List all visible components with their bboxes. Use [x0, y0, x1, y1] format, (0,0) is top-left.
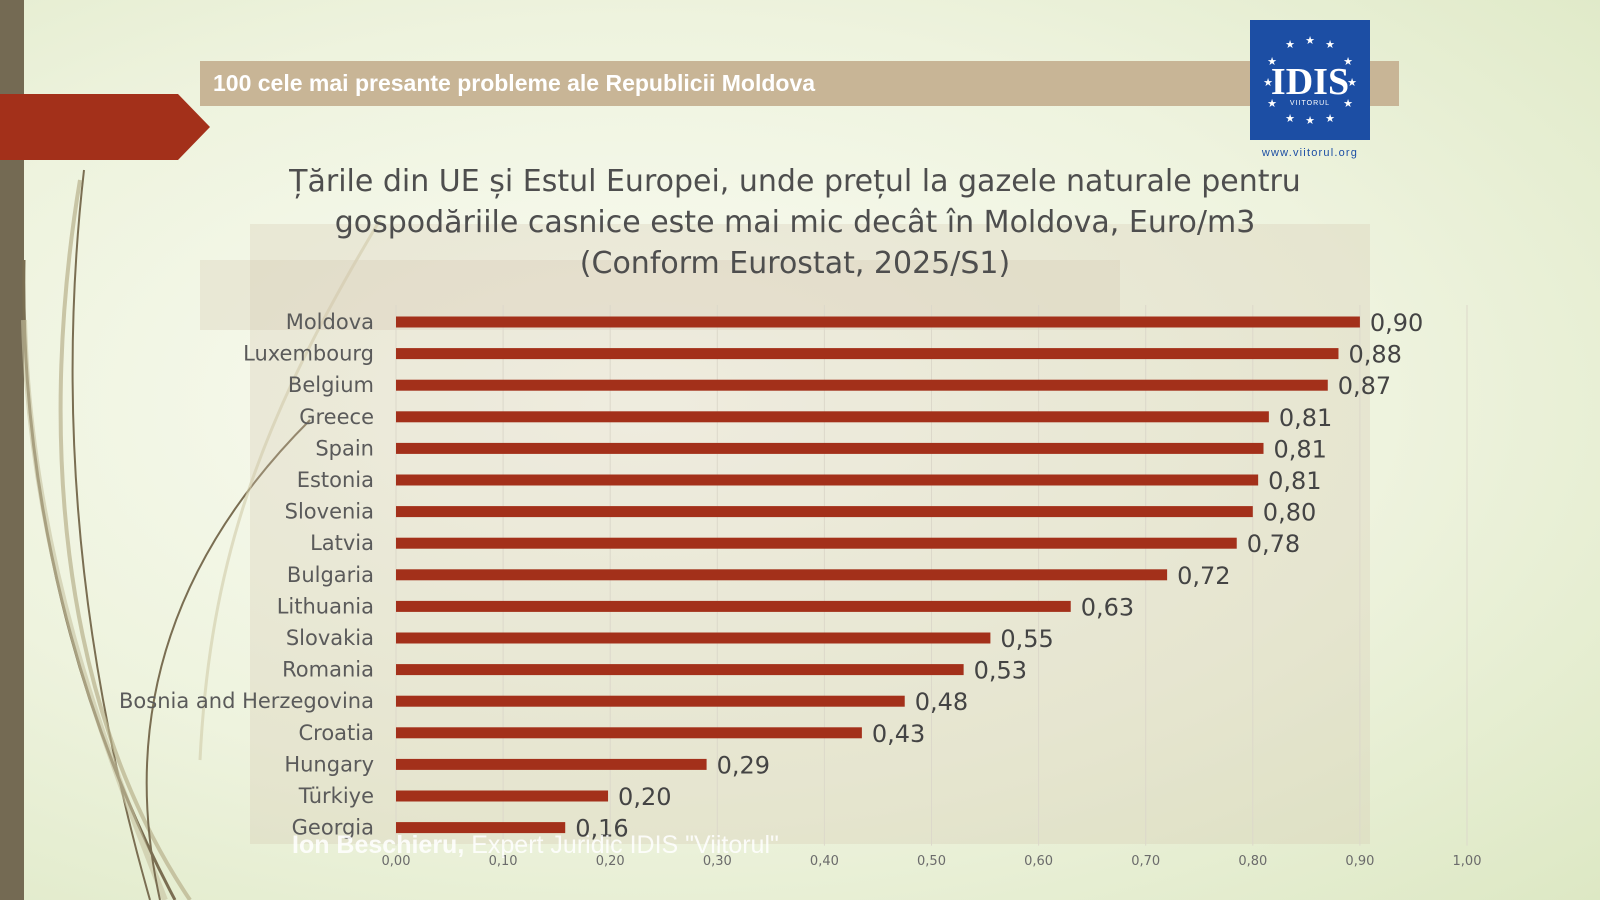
category-label: Bulgaria — [287, 563, 374, 587]
svg-text:★: ★ — [1285, 112, 1295, 125]
bar — [396, 379, 1328, 391]
data-label: 0,20 — [618, 783, 671, 811]
category-label: Lithuania — [277, 594, 374, 618]
bar — [396, 600, 1071, 612]
data-label: 0,63 — [1081, 593, 1134, 621]
bar — [396, 664, 964, 676]
x-tick-label: 0,80 — [1238, 854, 1267, 869]
bar — [396, 316, 1360, 328]
category-label: Bosnia and Herzegovina — [119, 689, 374, 713]
x-tick-label: 0,00 — [382, 854, 411, 869]
x-tick-label: 0,50 — [917, 854, 946, 869]
bar — [396, 758, 707, 770]
bar — [396, 442, 1264, 454]
red-arrow-banner — [0, 94, 210, 160]
svg-text:★: ★ — [1267, 55, 1277, 68]
svg-text:★: ★ — [1325, 112, 1335, 125]
svg-text:★: ★ — [1267, 97, 1277, 110]
data-label: 0,53 — [974, 657, 1027, 685]
category-label: Luxembourg — [243, 342, 374, 366]
data-label: 0,81 — [1268, 467, 1321, 495]
category-label: Croatia — [299, 721, 375, 745]
svg-text:★: ★ — [1263, 76, 1273, 89]
svg-text:★: ★ — [1325, 38, 1335, 51]
chart-title: Țările din UE și Estul Europei, unde pre… — [289, 164, 1301, 281]
category-label: Greece — [299, 405, 374, 429]
data-label: 0,55 — [1000, 625, 1053, 653]
x-tick-label: 0,70 — [1131, 854, 1160, 869]
bar — [396, 632, 991, 644]
x-tick-label: 0,30 — [703, 854, 732, 869]
category-label: Slovakia — [286, 626, 374, 650]
bar — [396, 727, 862, 739]
data-label: 0,80 — [1263, 499, 1316, 527]
category-label: Belgium — [288, 373, 374, 397]
author-role: Expert Juridic IDIS "Viitorul" — [471, 831, 779, 859]
x-tick-label: 0,90 — [1345, 854, 1374, 869]
category-label: Spain — [315, 436, 374, 460]
data-label: 0,48 — [915, 688, 968, 716]
svg-text:★: ★ — [1343, 97, 1353, 110]
data-label: 0,78 — [1247, 530, 1300, 558]
data-label: 0,90 — [1370, 309, 1423, 337]
data-label: 0,16 — [575, 815, 628, 843]
data-label: 0,72 — [1177, 562, 1230, 590]
svg-text:★: ★ — [1347, 76, 1357, 89]
category-label: Moldova — [286, 310, 374, 334]
svg-text:★: ★ — [1305, 34, 1315, 47]
data-label: 0,81 — [1279, 404, 1332, 432]
logo-url[interactable]: www.viitorul.org — [1261, 147, 1359, 159]
x-tick-label: 0,20 — [596, 854, 625, 869]
bar — [396, 411, 1269, 423]
bar — [396, 506, 1253, 518]
category-label: Slovenia — [285, 500, 374, 524]
bar — [396, 348, 1339, 360]
bar — [396, 822, 566, 834]
bar — [396, 790, 609, 802]
category-label: Hungary — [284, 752, 374, 776]
category-label: Latvia — [310, 531, 374, 555]
logo-stars-icon: ★ ★ ★ ★ ★ ★ ★ ★ ★ ★ ★ ★ IDIS VIITORUL — [1263, 34, 1357, 127]
author-credit: Ion Beschieru, Expert Juridic IDIS "Viit… — [292, 831, 779, 860]
data-label: 0,81 — [1274, 435, 1327, 463]
svg-text:★: ★ — [1285, 38, 1295, 51]
logo-text: IDIS — [1271, 61, 1349, 103]
x-tick-label: 0,40 — [810, 854, 839, 869]
x-tick-label: 1,00 — [1453, 854, 1482, 869]
logo-subtext: VIITORUL — [1290, 100, 1330, 107]
idis-logo: ★ ★ ★ ★ ★ ★ ★ ★ ★ ★ ★ ★ IDIS VIITORUL — [1250, 20, 1370, 140]
category-label: Georgia — [292, 816, 374, 840]
bar — [396, 569, 1168, 581]
x-tick-label: 0,60 — [1024, 854, 1053, 869]
bar — [396, 537, 1237, 549]
svg-text:★: ★ — [1343, 55, 1353, 68]
bar — [396, 474, 1259, 486]
data-label: 0,87 — [1338, 372, 1391, 400]
bar — [396, 695, 905, 707]
svg-text:★: ★ — [1305, 114, 1315, 127]
x-tick-label: 0,10 — [489, 854, 518, 869]
category-label: Estonia — [297, 468, 374, 492]
data-label: 0,88 — [1348, 341, 1401, 369]
category-label: Romania — [282, 658, 374, 682]
category-label: Türkiye — [298, 784, 374, 808]
data-label: 0,43 — [872, 720, 925, 748]
data-label: 0,29 — [717, 751, 770, 779]
header-title: 100 cele mai presante probleme ale Repub… — [200, 61, 1399, 106]
author-name: Ion Beschieru, — [292, 831, 465, 859]
